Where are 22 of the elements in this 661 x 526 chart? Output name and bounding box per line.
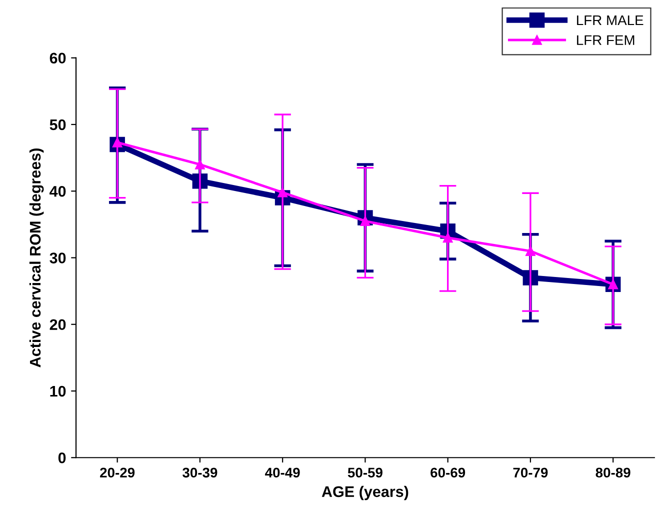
x-axis-title: AGE (years) xyxy=(322,486,408,500)
x-tick-label: 20-29 xyxy=(100,468,135,478)
point xyxy=(442,232,453,243)
x-tick-label: 50-59 xyxy=(348,468,382,478)
legend-label: LFR MALE xyxy=(577,15,644,26)
y-tick-label: 30 xyxy=(50,252,66,264)
y-axis-title: Active cervical ROM (degrees) xyxy=(29,148,44,368)
point xyxy=(195,160,205,170)
y-tick-label: 60 xyxy=(50,52,66,64)
x-tick-label: 80-89 xyxy=(596,468,630,478)
y-tick-label: 50 xyxy=(50,119,66,130)
x-tick-label: 40-49 xyxy=(265,468,300,478)
y-tick-label: 20 xyxy=(50,319,66,330)
x-tick-label: 30-39 xyxy=(182,468,218,478)
point xyxy=(526,246,536,256)
legend-label: LFR FEM xyxy=(577,35,634,45)
y-tick-label: 0 xyxy=(58,452,66,464)
y-tick-label: 40 xyxy=(50,186,66,197)
point xyxy=(278,188,288,198)
x-tick-label: 70-79 xyxy=(513,468,548,478)
y-tick-label: 10 xyxy=(50,386,66,397)
x-tick-label: 60-69 xyxy=(430,468,466,478)
